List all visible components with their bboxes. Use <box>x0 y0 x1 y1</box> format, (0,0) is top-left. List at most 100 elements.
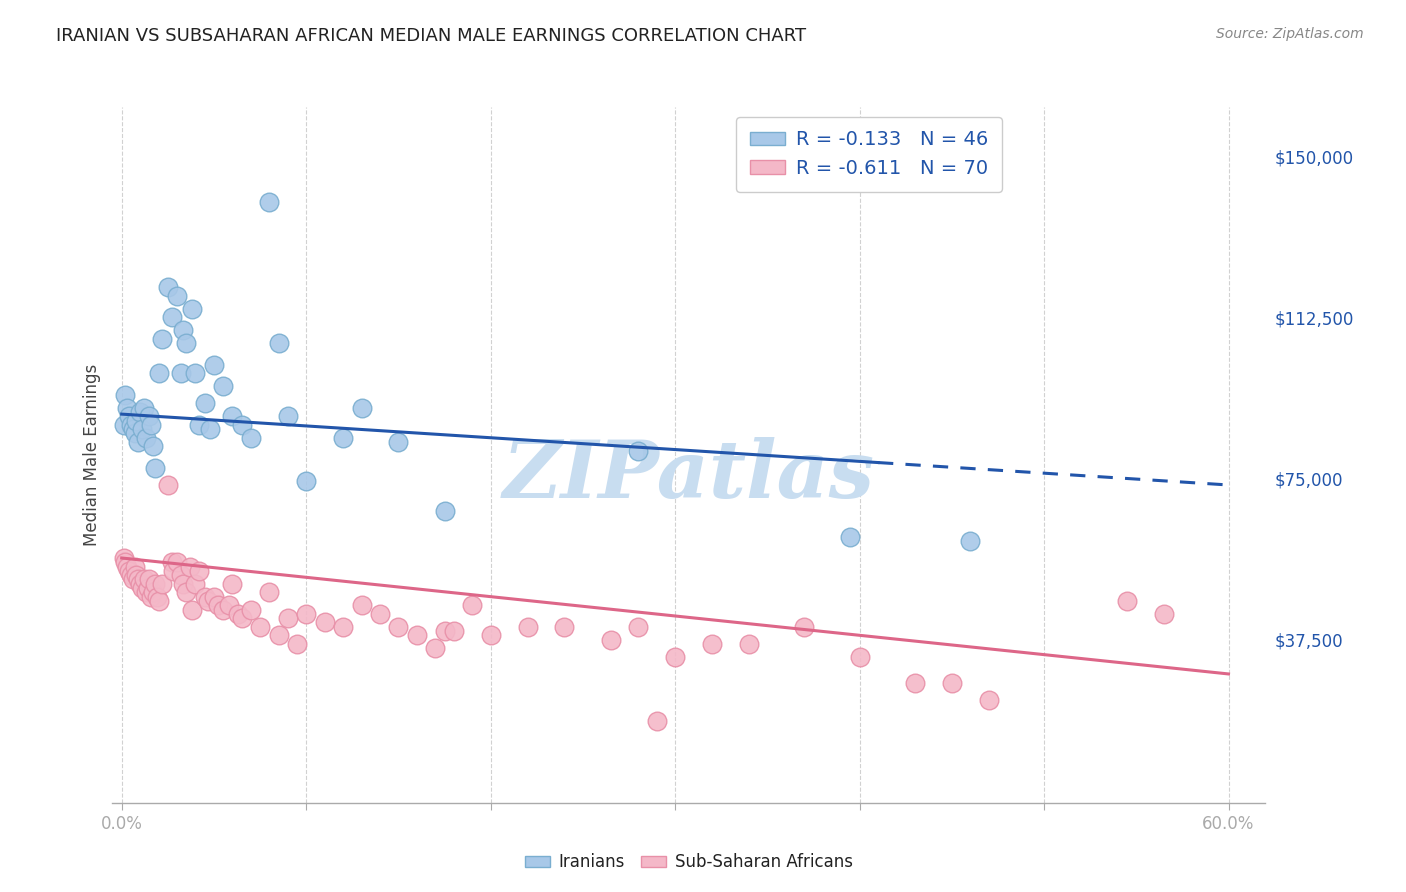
Point <box>239 602 262 616</box>
Point <box>221 576 243 591</box>
Point <box>941 675 963 690</box>
Point <box>839 529 862 543</box>
Point <box>160 310 183 325</box>
Text: $75,000: $75,000 <box>1275 472 1343 490</box>
Point <box>132 401 155 415</box>
Point <box>516 620 538 634</box>
Point <box>700 637 723 651</box>
Point <box>162 564 184 578</box>
Point <box>120 417 142 432</box>
Point <box>277 611 299 625</box>
Point <box>172 576 194 591</box>
Point <box>148 594 170 608</box>
Point <box>212 602 235 616</box>
Point <box>138 409 160 424</box>
Point <box>125 568 148 582</box>
Point <box>194 590 217 604</box>
Point <box>124 559 146 574</box>
Point <box>135 431 157 445</box>
Point <box>461 599 484 613</box>
Point <box>172 323 194 337</box>
Point <box>118 409 141 424</box>
Point <box>188 564 211 578</box>
Point <box>156 478 179 492</box>
Point <box>239 431 262 445</box>
Point <box>599 632 621 647</box>
Point <box>231 417 253 432</box>
Point <box>197 594 219 608</box>
Point <box>194 396 217 410</box>
Point <box>156 280 179 294</box>
Point <box>127 573 149 587</box>
Point <box>221 409 243 424</box>
Point <box>479 628 502 642</box>
Point <box>188 417 211 432</box>
Point <box>350 599 373 613</box>
Point <box>267 628 290 642</box>
Point <box>218 599 240 613</box>
Point <box>142 585 165 599</box>
Point <box>132 573 155 587</box>
Point <box>135 585 157 599</box>
Point <box>121 422 143 436</box>
Point <box>170 367 193 381</box>
Point <box>179 559 201 574</box>
Point <box>143 576 166 591</box>
Point <box>115 559 138 574</box>
Point <box>553 620 575 634</box>
Point <box>131 581 153 595</box>
Point <box>207 599 229 613</box>
Point <box>174 336 197 351</box>
Point <box>259 194 281 209</box>
Point <box>295 474 318 488</box>
Point <box>332 431 354 445</box>
Point <box>387 620 409 634</box>
Point <box>1153 607 1175 621</box>
Point <box>112 551 135 566</box>
Point <box>202 590 225 604</box>
Point <box>114 388 136 402</box>
Point <box>150 332 173 346</box>
Point <box>977 692 1000 706</box>
Point <box>145 590 167 604</box>
Text: $112,500: $112,500 <box>1275 310 1354 328</box>
Point <box>904 675 927 690</box>
Point <box>112 417 135 432</box>
Y-axis label: Median Male Earnings: Median Male Earnings <box>83 364 101 546</box>
Point <box>129 405 152 419</box>
Text: IRANIAN VS SUBSAHARAN AFRICAN MEDIAN MALE EARNINGS CORRELATION CHART: IRANIAN VS SUBSAHARAN AFRICAN MEDIAN MAL… <box>56 27 807 45</box>
Point <box>136 581 159 595</box>
Point <box>249 620 271 634</box>
Point <box>180 602 202 616</box>
Point <box>127 435 149 450</box>
Point <box>350 401 373 415</box>
Point <box>332 620 354 634</box>
Point <box>118 564 141 578</box>
Point <box>405 628 427 642</box>
Point <box>138 573 160 587</box>
Point <box>443 624 465 638</box>
Point <box>142 439 165 453</box>
Point <box>425 641 447 656</box>
Legend: Iranians, Sub-Saharan Africans: Iranians, Sub-Saharan Africans <box>519 847 859 878</box>
Point <box>226 607 249 621</box>
Point <box>627 443 650 458</box>
Point <box>848 649 870 664</box>
Point <box>202 358 225 372</box>
Point <box>141 417 163 432</box>
Point <box>664 649 686 664</box>
Point <box>645 714 668 729</box>
Point <box>231 611 253 625</box>
Point <box>1116 594 1139 608</box>
Point <box>129 576 152 591</box>
Point <box>184 367 207 381</box>
Point <box>433 504 456 518</box>
Point <box>959 533 981 548</box>
Text: ZIPatlas: ZIPatlas <box>503 437 875 515</box>
Point <box>141 590 163 604</box>
Point <box>180 301 202 316</box>
Point <box>115 401 138 415</box>
Point <box>212 379 235 393</box>
Point <box>387 435 409 450</box>
Point <box>277 409 299 424</box>
